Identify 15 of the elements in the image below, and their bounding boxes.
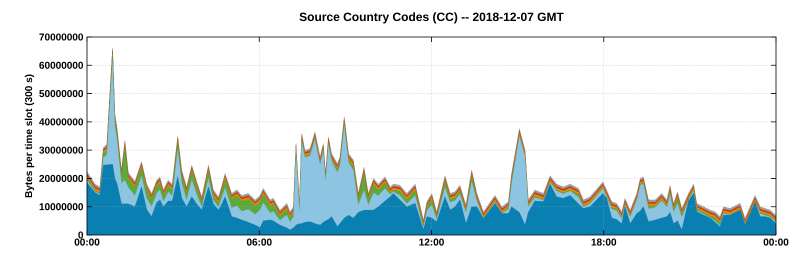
x-tick-label: 12:00 xyxy=(419,238,444,246)
y-tick-label: 40000000 xyxy=(39,118,84,126)
y-tick-label: 20000000 xyxy=(39,174,84,182)
y-tick-label: 60000000 xyxy=(39,62,84,69)
y-tick-label: 0 xyxy=(78,231,84,239)
y-tick-label: 10000000 xyxy=(40,203,84,210)
y-tick-label: 70000000 xyxy=(39,33,84,41)
x-tick-label: 00:00 xyxy=(74,238,100,246)
chart-title: Source Country Codes (CC) -- 2018-12-07 GMT xyxy=(299,12,564,24)
y-axis-title: Bytes per time slot (300 s) xyxy=(24,74,34,198)
y-tick-label: 30000000 xyxy=(39,146,84,154)
y-tick-label: 50000000 xyxy=(39,90,84,98)
x-tick-label: 00:00 xyxy=(764,238,788,246)
x-tick-label: 06:00 xyxy=(246,238,272,246)
x-tick-label: 18:00 xyxy=(592,238,616,246)
